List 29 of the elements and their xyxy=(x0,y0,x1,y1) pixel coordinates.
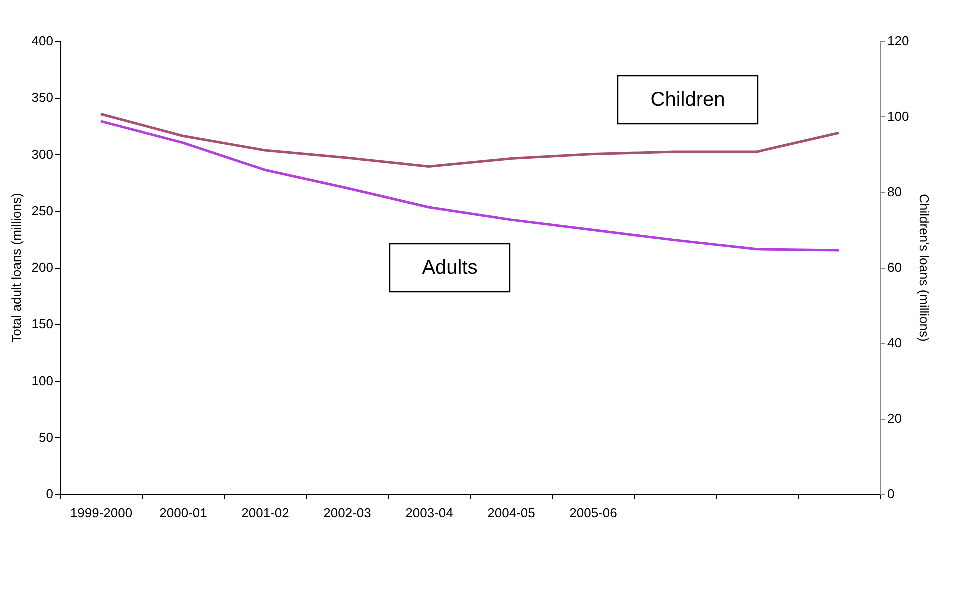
y2-tick-label: 40 xyxy=(888,336,902,350)
y2-tick-label: 100 xyxy=(888,109,910,124)
x-tick-label: 2003-04 xyxy=(406,506,454,520)
y-tick-label: 250 xyxy=(32,203,54,218)
y-tick-label: 100 xyxy=(32,373,54,388)
y-tick-label: 350 xyxy=(32,90,54,106)
y-tick-label: 400 xyxy=(32,34,54,48)
x-tick-label: 2004-05 xyxy=(488,506,536,520)
line-series xyxy=(100,112,840,168)
x-tick-label: 2002-03 xyxy=(324,506,372,520)
y2-tick-label: 120 xyxy=(888,34,910,48)
y-axis-title: Total adult loans (millions) xyxy=(8,193,24,343)
y-tick-label: 150 xyxy=(32,316,54,332)
x-tick-label: 2001-02 xyxy=(242,506,290,520)
x-tick-label: 2005-06 xyxy=(570,506,618,520)
y2-axis-title: Children's loans (millions) xyxy=(917,194,932,342)
y2-tick-label: 0 xyxy=(888,486,895,502)
y2-tick-label: 80 xyxy=(888,184,902,200)
y-tick-label: 200 xyxy=(32,260,54,275)
y2-tick-label: 60 xyxy=(888,260,902,275)
text: Children xyxy=(650,89,726,111)
x-tick-label: 2000-01 xyxy=(160,506,208,520)
y-tick-label: 50 xyxy=(39,430,54,445)
y2-tick-label: 20 xyxy=(888,411,902,426)
y-tick-label: 300 xyxy=(32,146,54,162)
y-tick-label: 0 xyxy=(46,486,54,502)
line-series xyxy=(100,120,840,252)
x-tick-label: 1999-2000 xyxy=(70,506,133,520)
text: Adults xyxy=(422,257,478,279)
